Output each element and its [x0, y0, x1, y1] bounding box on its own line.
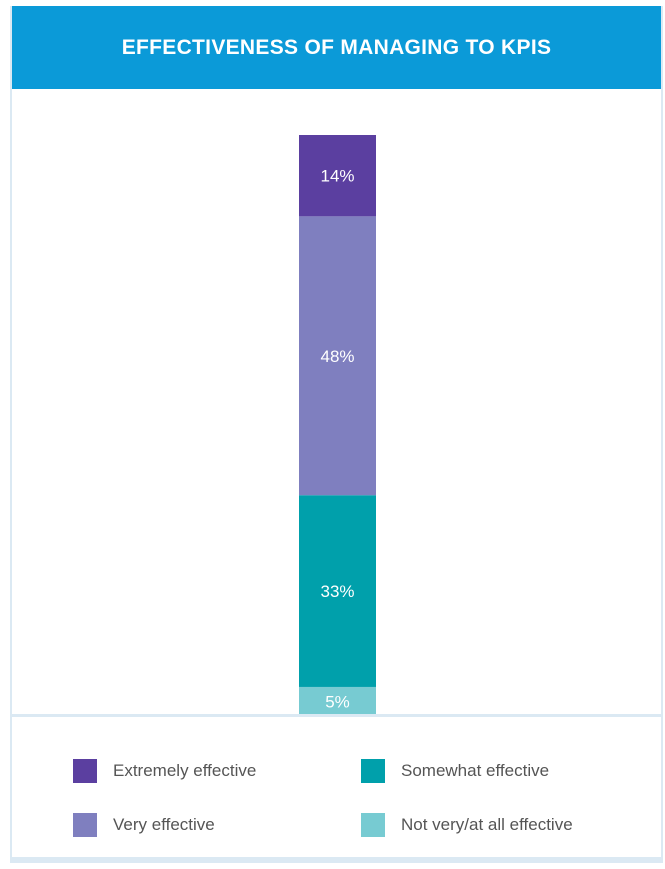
- legend: Extremely effective Somewhat effective V…: [12, 717, 661, 857]
- data-label-not-very-at-all-effective: 5%: [325, 692, 350, 711]
- data-label-somewhat-effective: 33%: [320, 582, 354, 601]
- chart-header: EFFECTIVENESS OF MANAGING TO KPIS: [12, 6, 661, 89]
- legend-divider: [12, 714, 661, 717]
- data-label-extremely-effective: 14%: [320, 167, 354, 186]
- legend-swatch-very-effective: [73, 813, 97, 837]
- legend-label-somewhat-effective: Somewhat effective: [401, 761, 550, 780]
- legend-swatch-extremely-effective: [73, 759, 97, 783]
- bar-segment-not-very-at-all-effective: [299, 686, 376, 716]
- bar-segment-very-effective: [299, 216, 376, 496]
- legend-label-not-very-effective: Not very/at all effective: [401, 815, 573, 834]
- chart-title: EFFECTIVENESS OF MANAGING TO KPIS: [121, 35, 552, 59]
- legend-swatch-somewhat-effective: [361, 759, 385, 783]
- bar-segment-somewhat-effective: [299, 495, 376, 687]
- legend-label-very-effective: Very effective: [113, 815, 215, 834]
- legend-label-extremely-effective: Extremely effective: [113, 761, 257, 780]
- legend-item-very-effective: Very effective: [73, 813, 215, 837]
- chart-frame: EFFECTIVENESS OF MANAGING TO KPIS 5% 33% 4…: [10, 6, 663, 863]
- bar-segment-extremely-effective: [299, 135, 376, 217]
- legend-swatch-not-very-effective: [361, 813, 385, 837]
- plot-area: 5% 33% 48% 14%: [12, 89, 661, 716]
- legend-item-not-very-effective: Not very/at all effective: [361, 813, 573, 837]
- legend-item-somewhat-effective: Somewhat effective: [361, 759, 549, 783]
- legend-item-extremely-effective: Extremely effective: [73, 759, 256, 783]
- stacked-bar-chart: 5% 33% 48% 14%: [299, 135, 376, 716]
- data-label-very-effective: 48%: [320, 347, 354, 366]
